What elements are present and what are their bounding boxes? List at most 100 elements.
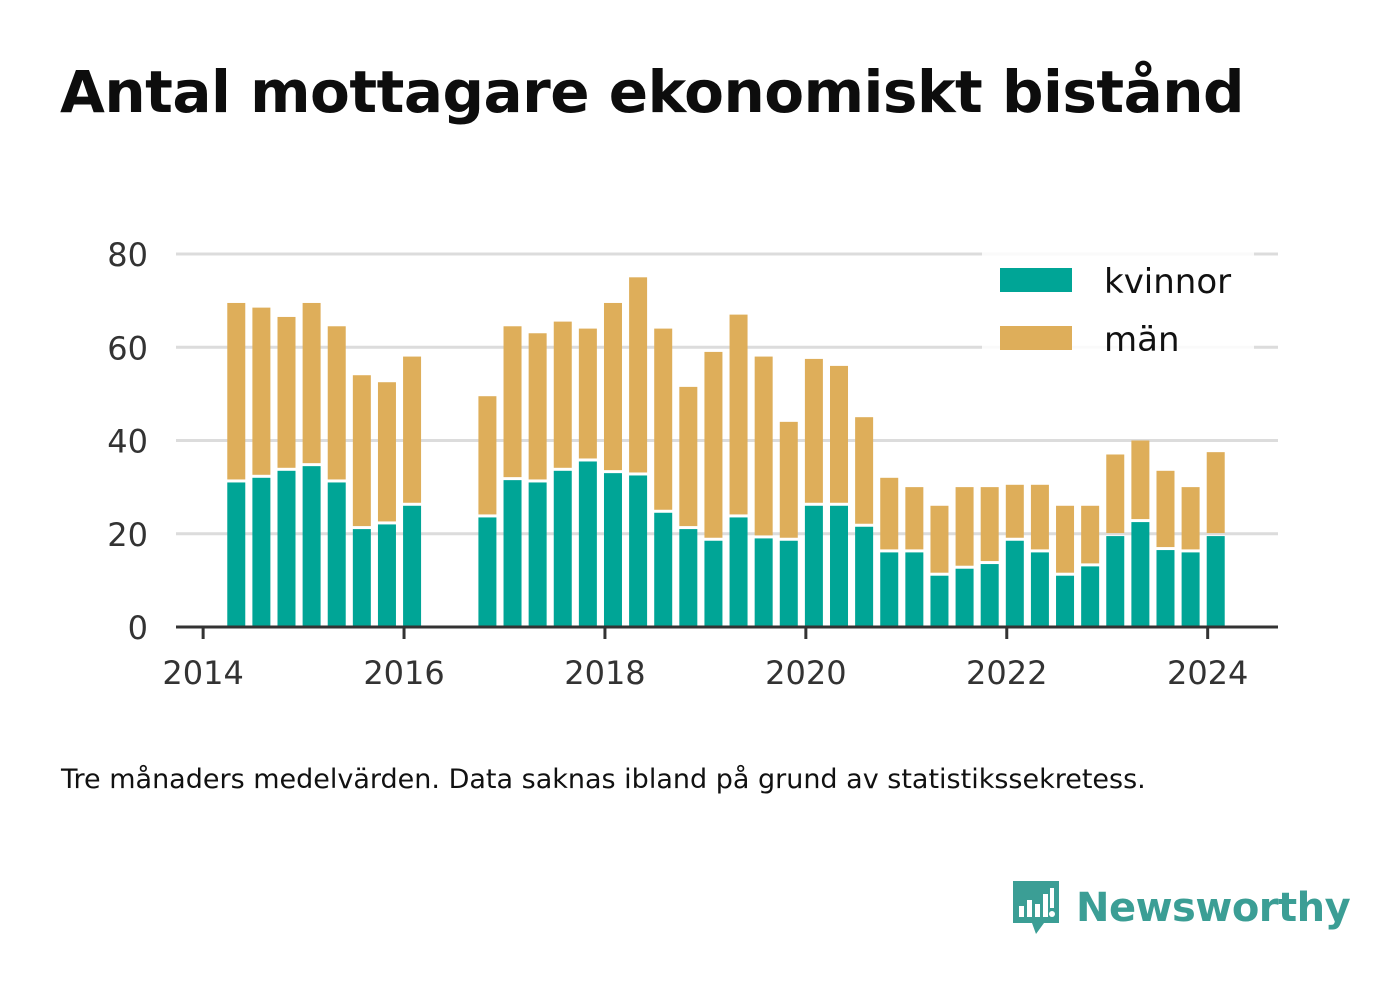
x-tick-label: 2020 bbox=[765, 654, 846, 692]
x-tick-label: 2014 bbox=[162, 654, 243, 692]
bar-mn-4 bbox=[327, 326, 346, 480]
chart-title: Antal mottagare ekonomiskt bistånd bbox=[60, 58, 1245, 126]
bar-mn-35 bbox=[1106, 454, 1125, 534]
bar-mn-33 bbox=[1056, 505, 1075, 573]
bar-kvinnor-29 bbox=[955, 568, 974, 627]
bar-mn-16 bbox=[629, 277, 648, 473]
bar-kvinnor-34 bbox=[1081, 566, 1100, 627]
y-tick-label: 60 bbox=[107, 329, 148, 367]
bar-mn-7 bbox=[403, 356, 422, 503]
bar-kvinnor-32 bbox=[1030, 552, 1049, 627]
brand: Newsworthy bbox=[1010, 878, 1351, 938]
bar-kvinnor-1 bbox=[252, 477, 271, 627]
chart-caption: Tre månaders medelvärden. Data saknas ib… bbox=[61, 764, 1146, 795]
bar-kvinnor-36 bbox=[1131, 522, 1150, 627]
bar-kvinnor-0 bbox=[227, 482, 246, 627]
bar-kvinnor-11 bbox=[503, 480, 522, 627]
bar-kvinnor-15 bbox=[603, 473, 622, 627]
bar-kvinnor-4 bbox=[327, 482, 346, 627]
bar-mn-2 bbox=[277, 316, 296, 468]
bar-kvinnor-21 bbox=[754, 538, 773, 627]
bar-mn-13 bbox=[553, 321, 572, 468]
bar-kvinnor-10 bbox=[478, 517, 497, 627]
bar-mn-39 bbox=[1206, 452, 1225, 534]
newsworthy-logo-icon bbox=[1013, 881, 1059, 934]
bar-kvinnor-18 bbox=[679, 529, 698, 627]
bar-kvinnor-33 bbox=[1056, 575, 1075, 627]
bar-mn-15 bbox=[603, 302, 622, 471]
bar-mn-38 bbox=[1181, 487, 1200, 550]
bar-kvinnor-14 bbox=[578, 461, 597, 627]
bar-kvinnor-13 bbox=[553, 470, 572, 627]
bars bbox=[227, 277, 1225, 627]
bar-kvinnor-28 bbox=[930, 575, 949, 627]
y-tick-label: 80 bbox=[107, 236, 148, 274]
bar-mn-6 bbox=[377, 382, 396, 522]
axes: 0 20 40 60 80 2014 2016 2018 2020 2022 2024 bbox=[107, 236, 1278, 692]
x-tick-label: 2022 bbox=[966, 654, 1047, 692]
legend-label-man: män bbox=[1104, 320, 1180, 360]
x-tick-label: 2024 bbox=[1167, 654, 1248, 692]
bar-mn-17 bbox=[654, 328, 673, 510]
bar-mn-23 bbox=[804, 358, 823, 503]
x-tick-label: 2016 bbox=[363, 654, 444, 692]
bar-kvinnor-6 bbox=[377, 524, 396, 627]
bar-kvinnor-25 bbox=[855, 526, 874, 627]
brand-name: Newsworthy bbox=[1076, 885, 1351, 931]
bar-kvinnor-19 bbox=[704, 540, 723, 627]
bar-kvinnor-7 bbox=[403, 505, 422, 627]
bar-mn-29 bbox=[955, 487, 974, 566]
bar-kvinnor-37 bbox=[1156, 550, 1175, 627]
bar-mn-5 bbox=[352, 375, 371, 527]
bar-mn-0 bbox=[227, 302, 246, 480]
bar-mn-18 bbox=[679, 386, 698, 527]
bar-kvinnor-16 bbox=[629, 475, 648, 627]
bar-mn-21 bbox=[754, 356, 773, 536]
bar-mn-31 bbox=[1005, 484, 1024, 538]
x-tick-label: 2018 bbox=[564, 654, 645, 692]
y-tick-label: 20 bbox=[107, 516, 148, 554]
bar-mn-24 bbox=[830, 365, 849, 503]
bar-mn-28 bbox=[930, 505, 949, 573]
bar-kvinnor-3 bbox=[302, 466, 321, 627]
bar-mn-25 bbox=[855, 417, 874, 524]
legend-swatch-man bbox=[1000, 326, 1072, 350]
bar-mn-30 bbox=[980, 487, 999, 562]
legend-swatch-kvinnor bbox=[1000, 268, 1072, 292]
bar-kvinnor-26 bbox=[880, 552, 899, 627]
bar-mn-27 bbox=[905, 487, 924, 550]
bar-mn-19 bbox=[704, 351, 723, 538]
y-tick-label: 40 bbox=[107, 423, 148, 461]
bar-kvinnor-30 bbox=[980, 564, 999, 627]
bar-mn-26 bbox=[880, 477, 899, 550]
bar-kvinnor-12 bbox=[528, 482, 547, 627]
bar-mn-37 bbox=[1156, 470, 1175, 548]
legend-label-kvinnor: kvinnor bbox=[1104, 262, 1231, 302]
bar-kvinnor-5 bbox=[352, 529, 371, 627]
bar-mn-22 bbox=[779, 421, 798, 538]
bar-mn-1 bbox=[252, 307, 271, 475]
bar-kvinnor-31 bbox=[1005, 540, 1024, 627]
bar-kvinnor-27 bbox=[905, 552, 924, 627]
bar-kvinnor-23 bbox=[804, 505, 823, 627]
bar-mn-12 bbox=[528, 333, 547, 480]
bar-kvinnor-22 bbox=[779, 540, 798, 627]
bar-kvinnor-39 bbox=[1206, 536, 1225, 627]
bar-mn-32 bbox=[1030, 484, 1049, 550]
bar-kvinnor-35 bbox=[1106, 536, 1125, 627]
bar-mn-34 bbox=[1081, 505, 1100, 564]
bar-mn-11 bbox=[503, 326, 522, 478]
bar-kvinnor-17 bbox=[654, 512, 673, 627]
bar-kvinnor-24 bbox=[830, 505, 849, 627]
bar-mn-36 bbox=[1131, 440, 1150, 520]
bar-mn-3 bbox=[302, 302, 321, 464]
y-tick-label: 0 bbox=[128, 609, 148, 647]
bar-kvinnor-2 bbox=[277, 470, 296, 627]
bar-mn-20 bbox=[729, 314, 748, 515]
bar-kvinnor-20 bbox=[729, 517, 748, 627]
bar-kvinnor-38 bbox=[1181, 552, 1200, 627]
bar-mn-10 bbox=[478, 396, 497, 515]
bar-mn-14 bbox=[578, 328, 597, 459]
legend: kvinnor män bbox=[982, 248, 1254, 360]
